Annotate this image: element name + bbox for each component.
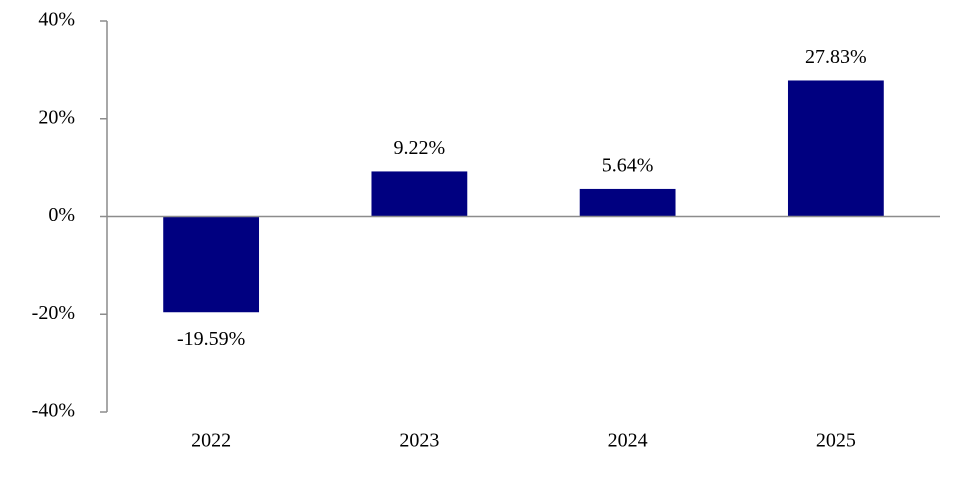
x-tick-label: 2025 <box>816 430 856 452</box>
value-label: 27.83% <box>805 46 867 68</box>
x-tick-label: 2022 <box>191 430 231 452</box>
y-tick-label: 0% <box>48 204 75 226</box>
value-label: 5.64% <box>602 155 654 177</box>
bar <box>163 216 260 313</box>
bar <box>371 171 468 217</box>
bar <box>787 80 884 217</box>
x-tick-label: 2023 <box>399 430 439 452</box>
value-label: 9.22% <box>394 137 446 159</box>
y-tick-label: -20% <box>32 302 75 324</box>
bar <box>579 188 676 217</box>
value-label: -19.59% <box>177 328 245 350</box>
y-tick-label: 20% <box>38 106 75 128</box>
x-tick-label: 2024 <box>608 430 648 452</box>
y-tick-label: 40% <box>38 9 75 31</box>
y-tick-label: -40% <box>32 400 75 422</box>
